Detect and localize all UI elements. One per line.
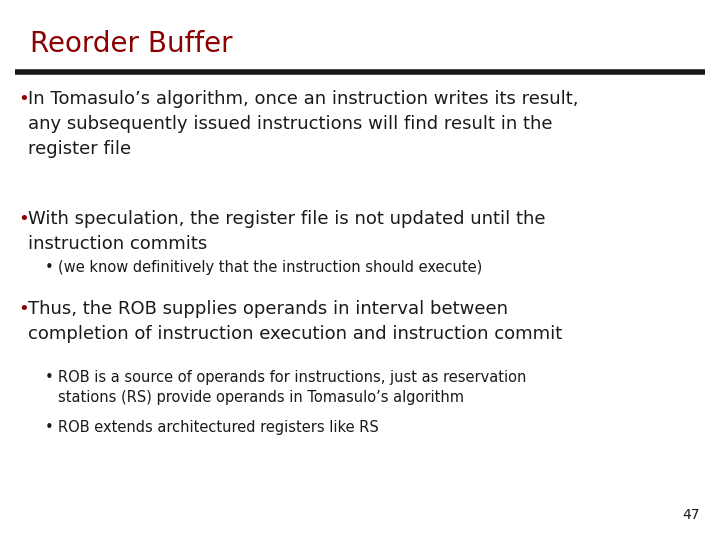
- Text: Thus, the ROB supplies operands in interval between
completion of instruction ex: Thus, the ROB supplies operands in inter…: [28, 300, 562, 343]
- Text: In Tomasulo’s algorithm, once an instruction writes its result,
any subsequently: In Tomasulo’s algorithm, once an instruc…: [28, 90, 578, 158]
- Text: With speculation, the register file is not updated until the
instruction commits: With speculation, the register file is n…: [28, 210, 546, 253]
- Text: •: •: [45, 420, 54, 435]
- Text: ROB is a source of operands for instructions, just as reservation
stations (RS) : ROB is a source of operands for instruct…: [58, 370, 526, 405]
- Text: •: •: [18, 300, 29, 318]
- Text: (we know definitively that the instruction should execute): (we know definitively that the instructi…: [58, 260, 482, 275]
- Text: Reorder Buffer: Reorder Buffer: [30, 30, 233, 58]
- Text: •: •: [18, 90, 29, 108]
- Text: ROB extends architectured registers like RS: ROB extends architectured registers like…: [58, 420, 379, 435]
- Text: 47: 47: [683, 508, 700, 522]
- Text: •: •: [45, 260, 54, 275]
- Text: •: •: [45, 370, 54, 385]
- Text: •: •: [18, 210, 29, 228]
